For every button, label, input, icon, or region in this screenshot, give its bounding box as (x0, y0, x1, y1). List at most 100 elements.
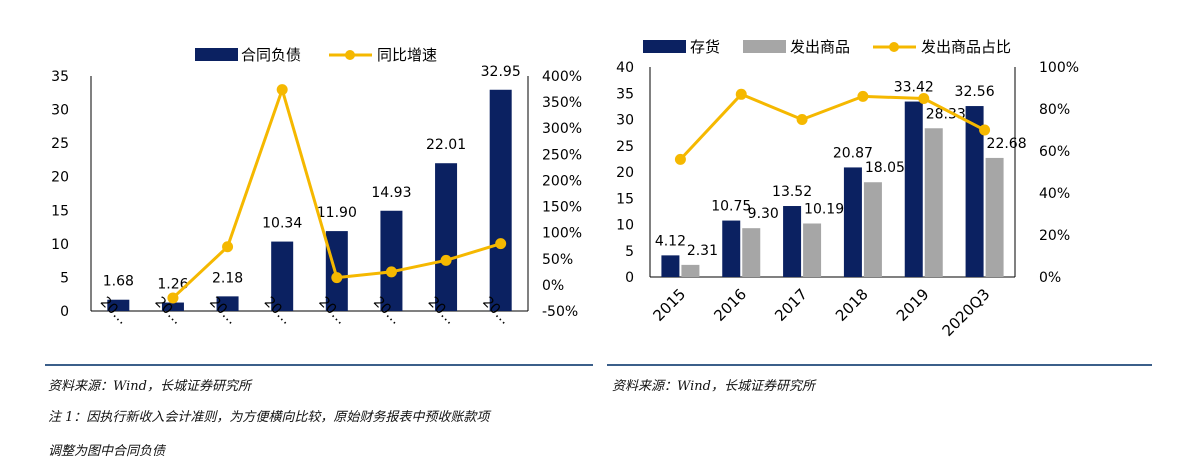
x-tick-label: 2017 (771, 285, 811, 325)
y-tick-label: 35 (51, 69, 69, 85)
left-footnote-line2: 调整为图中合同负债 (48, 444, 166, 459)
legend-label-inventory: 存货 (690, 38, 720, 56)
y2-tick-label: 150% (542, 200, 582, 216)
bar-data-label: 11.90 (317, 205, 357, 221)
bar-data-label: 32.95 (481, 64, 521, 80)
x-tick-label: 2019 (893, 285, 933, 325)
contract-liabilities-chart: 0 5 10 15 20 25 30 35 -50% 0% 50% 100% 150% 200% 250% 3… (51, 46, 582, 328)
growth-rate-point (276, 84, 288, 96)
legend-label-shipped-goods: 发出商品 (790, 38, 850, 56)
bar-contract-liabilities (216, 296, 239, 311)
bar-data-label: 10.34 (262, 216, 302, 232)
y-tick-label: 20 (51, 170, 69, 186)
legend-label-contract-liabilities: 合同负债 (241, 46, 301, 64)
bar-data-label: 22.01 (426, 137, 466, 153)
growth-rate-point (385, 266, 397, 278)
x-tick-label: 2018 (832, 285, 872, 325)
bar-contract-liabilities (325, 231, 348, 311)
bar-data-label: 2.31 (687, 243, 718, 259)
growth-rate-point (331, 272, 343, 284)
shipped-share-point (674, 153, 686, 165)
x-tick-label: 2020Q3 (939, 285, 994, 340)
y-tick-label: 30 (616, 113, 634, 129)
bar-data-label: 18.05 (865, 160, 905, 176)
bar-data-label: 20.87 (833, 145, 873, 161)
bar-contract-liabilities (489, 89, 512, 311)
shipped-share-point (735, 88, 747, 100)
left-divider (45, 364, 593, 366)
shipped-share-point (979, 124, 991, 136)
legend-label-growth-rate: 同比增速 (377, 46, 437, 64)
bar-data-label: 33.42 (894, 80, 934, 96)
y-tick-label: 5 (625, 244, 634, 260)
bar-contract-liabilities (435, 163, 458, 311)
legend-label-shipped-share: 发出商品占比 (921, 38, 1011, 56)
bar-shipped-goods (924, 128, 943, 277)
y-tick-label: 40 (616, 60, 634, 76)
bar-data-label: 22.68 (987, 136, 1027, 152)
shipped-share-point (857, 90, 869, 102)
bar-shipped-goods (803, 223, 822, 277)
bar-data-label: 14.93 (371, 185, 411, 201)
y-tick-label: 15 (616, 191, 634, 207)
bar-contract-liabilities (271, 241, 294, 311)
bar-inventory (722, 220, 741, 277)
y-tick-label: 0 (60, 304, 69, 320)
y2-tick-label: 40% (1039, 186, 1070, 202)
bar-shipped-goods (863, 182, 882, 277)
y2-tick-label: 100% (542, 226, 582, 242)
bar-data-label: 2.18 (212, 270, 243, 286)
right-source-note: 资料来源：Wind，长城证券研究所 (612, 379, 815, 394)
growth-rate-point (495, 238, 507, 250)
bar-data-label: 13.52 (772, 184, 812, 200)
legend-swatch-contract-liabilities (195, 48, 238, 61)
bar-inventory (904, 101, 923, 277)
y2-tick-label: 100% (1039, 60, 1079, 76)
y2-tick-label: 50% (542, 252, 573, 268)
y2-tick-label: 0% (1039, 270, 1061, 286)
legend-marker-growth-rate (345, 50, 355, 60)
bar-data-label: 1.26 (157, 277, 188, 293)
bar-inventory (965, 106, 984, 277)
y-tick-label: 25 (51, 136, 69, 152)
y2-tick-label: 350% (542, 95, 582, 111)
y-tick-label: 25 (616, 139, 634, 155)
bar-data-label: 28.33 (926, 106, 966, 122)
y2-tick-label: 250% (542, 147, 582, 163)
bar-data-label: 10.75 (711, 199, 751, 215)
y2-tick-label: 80% (1039, 102, 1070, 118)
y2-tick-label: 200% (542, 173, 582, 189)
y2-tick-label: 0% (542, 278, 564, 294)
bar-shipped-goods (742, 228, 761, 277)
shipped-share-point (796, 114, 808, 125)
x-tick-label: 2016 (710, 285, 750, 325)
growth-rate-point (440, 254, 452, 266)
bar-shipped-goods (985, 157, 1004, 277)
legend-marker-shipped-share (889, 42, 899, 52)
y2-tick-label: 20% (1039, 228, 1070, 244)
shipped-share-line (679, 92, 986, 161)
legend-swatch-inventory (643, 40, 686, 53)
x-tick-label: 2015 (650, 285, 690, 325)
left-source-note: 资料来源：Wind，长城证券研究所 (48, 379, 251, 394)
right-divider (607, 364, 1152, 366)
shipped-share-point (918, 93, 930, 104)
legend-swatch-shipped-goods (743, 40, 786, 53)
bar-data-label: 1.68 (103, 274, 134, 290)
y2-tick-label: -50% (542, 304, 578, 320)
inventory-chart: 0 5 10 15 20 25 30 35 40 0% 20% 40% 60% 80% 100% 4.12 10… (616, 38, 1079, 340)
bar-inventory (783, 206, 802, 277)
bar-contract-liabilities (161, 302, 184, 311)
bar-data-label: 9.30 (748, 206, 779, 222)
bar-data-label: 32.56 (955, 84, 995, 100)
y-tick-label: 20 (616, 165, 634, 181)
y-tick-label: 5 (60, 270, 69, 286)
growth-rate-point (222, 241, 234, 253)
y-tick-label: 10 (616, 218, 634, 234)
y2-tick-label: 300% (542, 121, 582, 137)
y-tick-label: 10 (51, 237, 69, 253)
left-footnote-line1: 注 1：因执行新收入会计准则，为方便横向比较，原始财务报表中预收账款项 (48, 410, 490, 425)
y2-tick-label: 400% (542, 69, 582, 85)
bar-data-label: 4.12 (655, 233, 686, 249)
growth-rate-point (167, 292, 179, 304)
